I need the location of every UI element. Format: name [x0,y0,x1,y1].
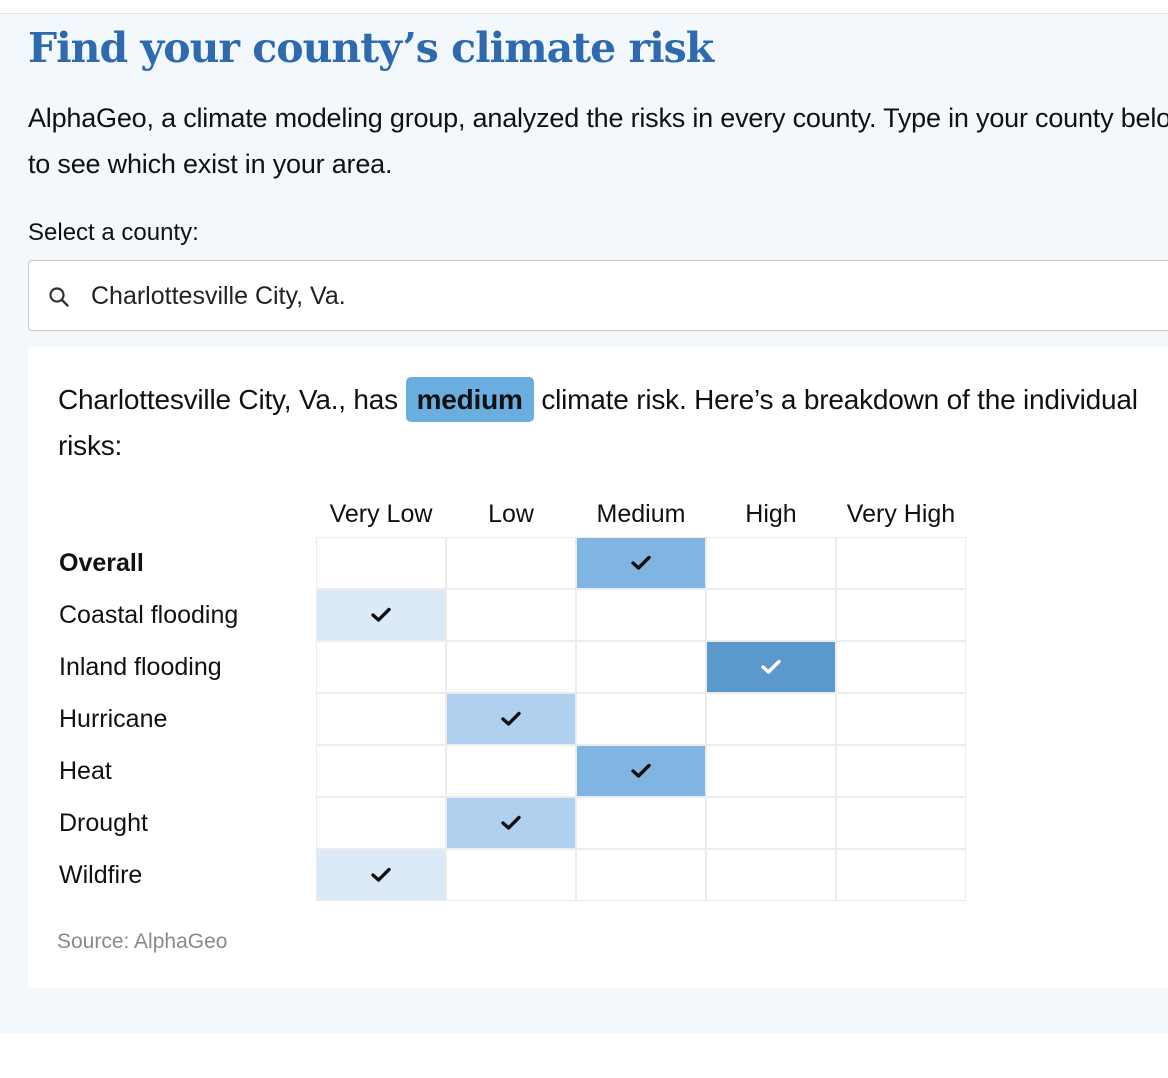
risk-cell [836,745,966,797]
risk-cell [576,693,706,745]
column-header: Very Low [329,500,433,528]
risk-cell [316,693,446,745]
risk-cell-selected [316,849,446,901]
risk-row-label: Drought [59,809,148,837]
search-icon [49,287,69,307]
column-header: Very High [846,500,956,528]
checkmark-icon [761,659,781,674]
risk-cell [446,537,576,589]
risk-cell [706,589,836,641]
checkmark-icon [631,555,651,570]
risk-row-label: Inland flooding [59,653,222,681]
risk-cell [576,641,706,693]
risk-row-label: Overall [59,549,144,577]
risk-cell [446,641,576,693]
risk-cell-selected [706,641,836,693]
column-header: High [745,500,797,528]
county-search-box[interactable] [28,260,1168,331]
risk-cell [706,745,836,797]
risk-cell [576,589,706,641]
risk-cell [576,849,706,901]
summary-prefix: Charlottesville City, Va., has [58,384,398,415]
risk-cell [836,589,966,641]
risk-cell [316,641,446,693]
risk-level-badge: medium [405,377,534,422]
checkmark-icon [501,711,521,726]
checkmark-icon [631,763,651,778]
risk-row-label: Hurricane [59,705,168,733]
risk-cell [316,745,446,797]
risk-cell-selected [576,745,706,797]
risk-cell [836,693,966,745]
risk-cell [446,745,576,797]
risk-cell-selected [446,693,576,745]
risk-cell-selected [316,589,446,641]
risk-row-label: Coastal flooding [59,601,239,629]
risk-cell [706,537,836,589]
select-county-label: Select a county: [28,219,199,246]
risk-cell [836,849,966,901]
risk-cell [836,797,966,849]
risk-cell [316,797,446,849]
page-title: Find your county’s climate risk [28,24,714,72]
risk-row-label: Heat [59,757,112,785]
risk-cell [316,537,446,589]
risk-cell [706,693,836,745]
risk-cell [706,797,836,849]
result-card: Charlottesville City, Va., has medium cl… [28,347,1168,988]
climate-risk-panel: Find your county’s climate risk AlphaGeo… [0,14,1168,1033]
checkmark-icon [501,815,521,830]
checkmark-icon [371,607,391,622]
checkmark-icon [371,867,391,882]
summary-suffix: climate risk. Here’s a breakdown of the … [58,384,1138,461]
column-header: Low [488,500,534,528]
risk-summary: Charlottesville City, Va., has medium cl… [58,377,1148,469]
risk-cell [706,849,836,901]
risk-cell [446,849,576,901]
risk-cell [836,537,966,589]
county-search-input[interactable] [91,279,1091,313]
risk-cell-selected [576,537,706,589]
risk-row-label: Wildfire [59,861,143,889]
risk-cell [836,641,966,693]
column-header: Medium [596,500,686,528]
risk-cell [446,589,576,641]
risk-cell [576,797,706,849]
source-note: Source: AlphaGeo [57,930,228,953]
intro-text: AlphaGeo, a climate modeling group, anal… [28,103,1168,179]
top-divider [0,13,1168,14]
risk-cell-selected [446,797,576,849]
